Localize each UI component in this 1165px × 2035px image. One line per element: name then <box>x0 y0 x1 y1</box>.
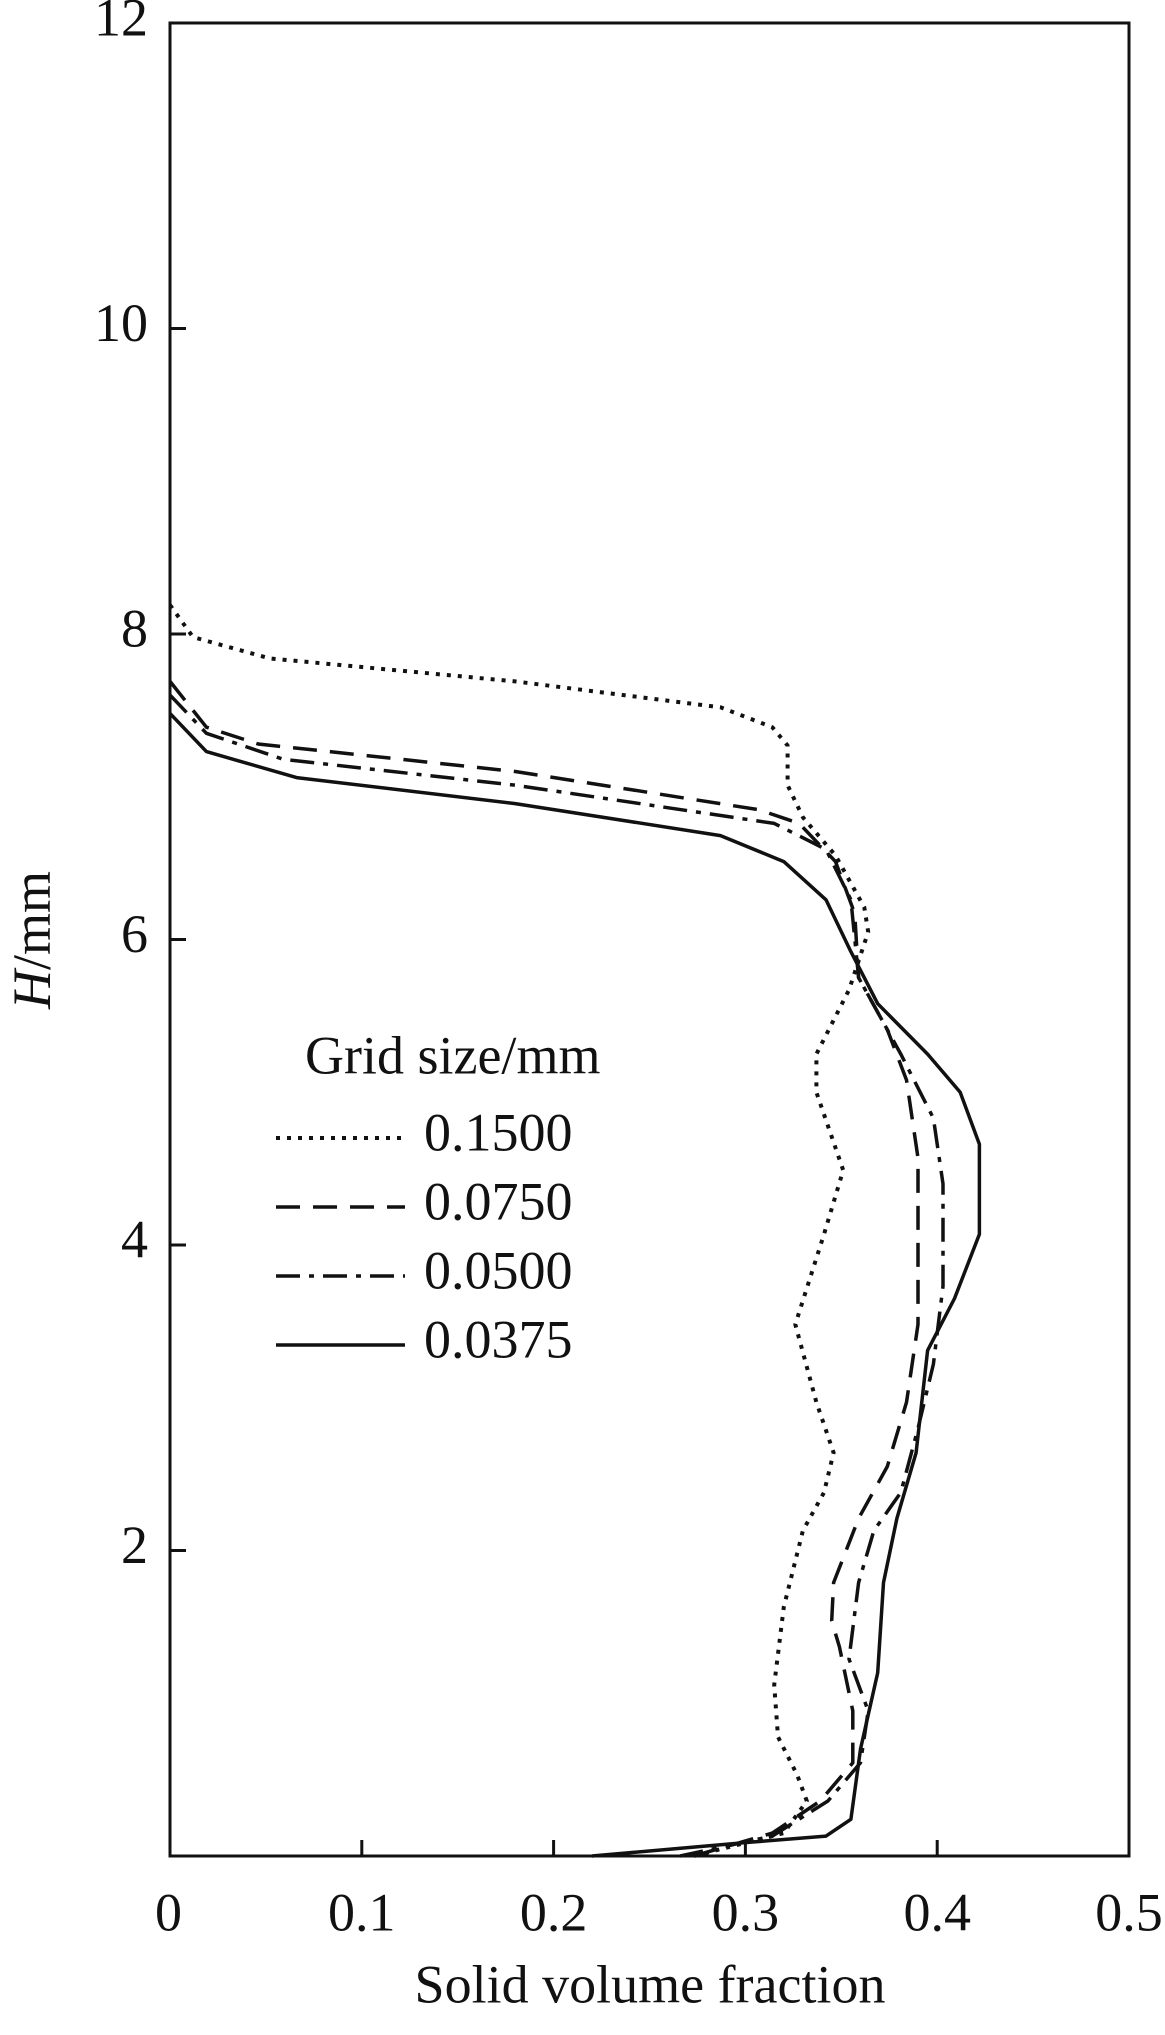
y-tick-label: 4 <box>121 1209 148 1269</box>
y-tick-label: 2 <box>121 1515 148 1575</box>
legend-label: 0.1500 <box>424 1102 573 1162</box>
series-line <box>168 712 982 1858</box>
legend-label: 0.0750 <box>424 1171 573 1231</box>
y-tick-label: 10 <box>94 293 148 353</box>
x-tick-label: 0.4 <box>903 1882 971 1942</box>
x-axis-label: Solid volume fraction <box>415 1954 886 2014</box>
x-tick-label: 0.1 <box>328 1882 396 1942</box>
y-tick-label: 6 <box>121 904 148 964</box>
y-tick-label: 12 <box>94 0 148 47</box>
y-axis-label: H/mm <box>2 871 62 1010</box>
plot-frame <box>168 21 1131 1858</box>
x-tick-label: 0 <box>155 1882 182 1942</box>
y-tick-label: 8 <box>121 598 148 658</box>
x-tick-label: 0.5 <box>1095 1882 1163 1942</box>
legend-title: Grid size/mm <box>305 1025 600 1085</box>
x-tick-label: 0.2 <box>520 1882 588 1942</box>
legend-label: 0.0375 <box>424 1309 573 1369</box>
legend-label: 0.0500 <box>424 1240 573 1300</box>
series-line <box>168 680 920 1858</box>
x-tick-label: 0.3 <box>712 1882 780 1942</box>
